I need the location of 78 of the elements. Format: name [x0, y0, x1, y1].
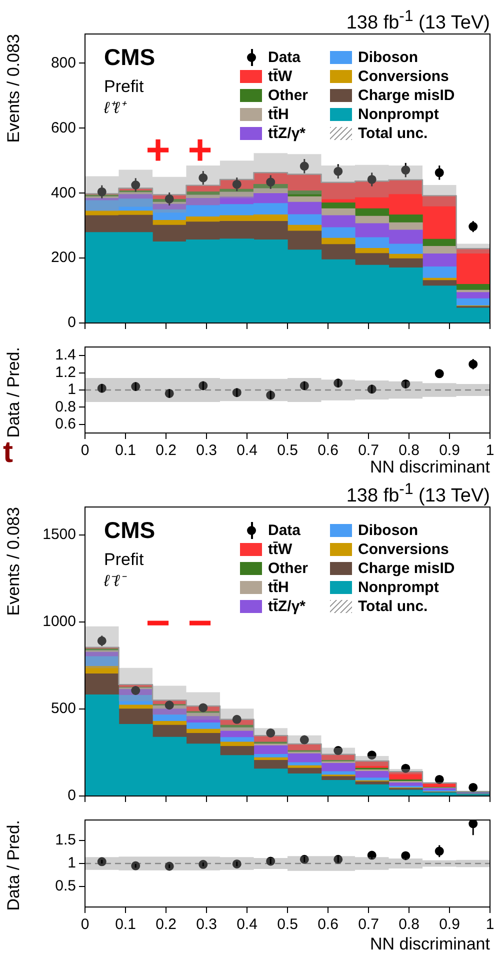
annotation: Prefit: [104, 550, 144, 569]
legend-label: tt̄H: [268, 579, 289, 596]
x-tick-label: 0.3: [196, 916, 217, 934]
annotation: CMS: [104, 517, 156, 543]
annotation: Prefit: [104, 77, 144, 96]
legend-label: Data: [268, 49, 301, 66]
x-tick-label: 0.8: [398, 916, 420, 934]
legend-label: Nonprompt: [358, 106, 439, 123]
y-axis-title: Data / Pred.: [4, 820, 23, 911]
annotation: +: [146, 126, 170, 173]
x-tick-label: 0.3: [196, 442, 217, 460]
x-axis-title: NN discriminant: [370, 457, 490, 476]
x-tick-label: 0.6: [318, 916, 338, 934]
x-tick-label: 1: [486, 442, 494, 460]
legend-label: Charge misID: [358, 87, 455, 104]
legend-label: Other: [268, 560, 308, 577]
x-tick-label: 0.5: [277, 442, 298, 460]
annotation: −: [146, 599, 170, 646]
legend-label: Charge misID: [358, 560, 455, 577]
y-tick-label: 1500: [42, 526, 76, 543]
x-tick-label: 0: [80, 442, 90, 460]
y-tick-label: 0: [68, 787, 76, 804]
legend-label: Diboson: [358, 49, 418, 66]
x-tick-label: 0.5: [277, 916, 298, 934]
legend-label: Conversions: [358, 541, 449, 558]
y-tick-label: 1: [68, 381, 76, 398]
annotation: ℓ⁻ℓ⁻: [104, 573, 124, 590]
y-tick-label: 1.2: [55, 364, 76, 381]
x-tick-label: 0.7: [358, 916, 379, 934]
y-tick-label: 1.4: [55, 346, 76, 364]
legend-label: Total unc.: [358, 125, 428, 142]
text: t: [3, 436, 13, 469]
legend-label: Nonprompt: [358, 579, 439, 596]
x-tick-label: 0.9: [439, 442, 460, 460]
annotation: ℓ⁺ℓ⁺: [104, 100, 124, 117]
y-tick-label: 800: [50, 54, 76, 72]
y-tick-label: 1000: [42, 613, 76, 630]
x-tick-label: 0.2: [156, 442, 176, 460]
chart-title: 138 fb$^{-1}$ (13 TeV): [346, 8, 490, 34]
x-tick-label: 0: [80, 916, 90, 934]
legend-label: tt̄H: [268, 106, 289, 123]
y-tick-label: 600: [50, 119, 76, 136]
y-tick-label: 500: [50, 700, 76, 718]
y-axis-title: Data / Pred.: [4, 347, 23, 438]
y-axis-title: Events / 0.083: [4, 34, 23, 143]
y-tick-label: 200: [50, 249, 76, 266]
legend-label: Data: [268, 522, 301, 539]
y-axis-title: Events / 0.083: [4, 507, 23, 616]
y-tick-label: 0: [68, 314, 76, 332]
x-axis-title: NN discriminant: [370, 934, 490, 954]
y-tick-label: 0.6: [55, 416, 76, 433]
y-tick-label: 1: [68, 854, 76, 872]
legend-label: tt̄W: [268, 541, 292, 558]
legend-label: Other: [268, 87, 308, 104]
legend-label: tt̄Z/γ*: [268, 125, 306, 142]
x-tick-label: 0.1: [115, 916, 136, 934]
x-tick-label: 0.9: [439, 916, 460, 934]
legend-label: Diboson: [358, 522, 418, 539]
y-tick-label: 1.5: [55, 832, 76, 849]
x-tick-label: 0.4: [236, 442, 258, 460]
chart-title: 138 fb$^{-1}$ (13 TeV): [346, 481, 490, 508]
x-tick-label: 0.4: [236, 916, 258, 934]
x-tick-label: 0.1: [115, 442, 136, 460]
annotation: CMS: [104, 44, 156, 70]
annotation: +: [188, 126, 212, 173]
y-tick-label: 0.8: [55, 398, 76, 416]
legend-label: tt̄Z/γ*: [268, 598, 306, 615]
x-tick-label: 1: [486, 916, 494, 934]
y-tick-label: 0.5: [55, 878, 76, 895]
x-tick-label: 0.8: [398, 442, 420, 460]
annotation: −: [188, 599, 212, 646]
x-tick-label: 0.6: [318, 442, 338, 460]
legend-label: tt̄W: [268, 68, 292, 85]
legend-label: Conversions: [358, 68, 449, 85]
y-tick-label: 400: [50, 184, 76, 202]
x-tick-label: 0.7: [358, 442, 379, 460]
x-tick-label: 0.2: [156, 916, 176, 934]
legend-label: Total unc.: [358, 598, 428, 615]
